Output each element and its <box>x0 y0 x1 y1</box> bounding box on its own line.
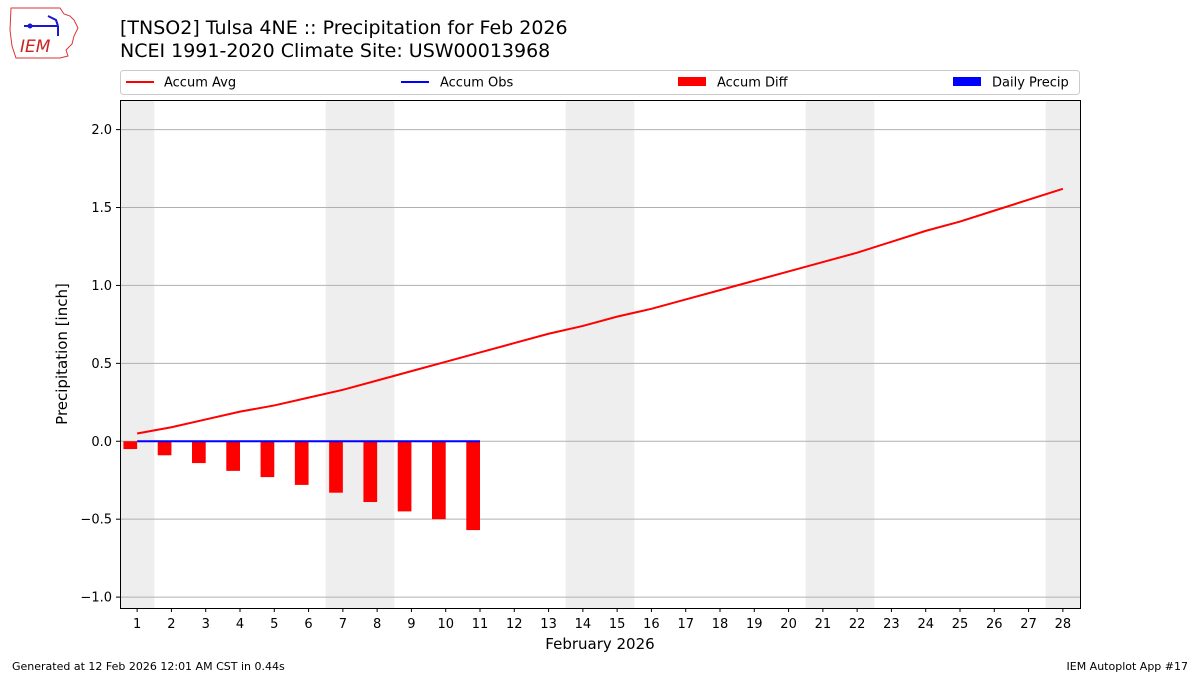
bar-accum-diff <box>466 441 480 531</box>
weekend-band <box>1045 100 1080 608</box>
x-tick-label: 2 <box>167 617 175 632</box>
x-tick-label: 15 <box>609 617 626 632</box>
x-tick-label: 9 <box>407 617 415 632</box>
bar-accum-diff <box>226 441 240 471</box>
x-tick-label: 26 <box>986 617 1003 632</box>
y-tick-label: 2.0 <box>91 123 112 138</box>
x-tick-label: 8 <box>373 617 381 632</box>
y-tick-label: 1.5 <box>91 201 112 216</box>
weekend-band <box>565 100 635 608</box>
legend-swatch-daily-precip <box>953 77 981 86</box>
bar-accum-diff <box>363 441 378 503</box>
x-tick-label: 25 <box>952 617 969 632</box>
y-axis-label: Precipitation [inch] <box>53 283 71 425</box>
y-tick-label: −0.5 <box>80 513 112 528</box>
bar-accum-diff <box>294 441 309 485</box>
x-tick-label: 28 <box>1055 617 1072 632</box>
y-tick-label: 0.0 <box>91 435 112 450</box>
x-tick-label: 21 <box>815 617 832 632</box>
x-tick-label: 5 <box>270 617 278 632</box>
legend-label-daily-precip: Daily Precip <box>992 76 1069 91</box>
iem-logo: IEM <box>9 7 79 59</box>
legend-label-accum-avg: Accum Avg <box>164 76 236 91</box>
x-tick-label: 20 <box>780 617 797 632</box>
x-tick-label: 24 <box>917 617 934 632</box>
x-tick-label: 27 <box>1020 617 1037 632</box>
legend: Accum Avg Accum Obs Accum Diff Daily Pre… <box>120 70 1080 95</box>
bar-accum-diff <box>260 441 275 478</box>
y-tick-label: −1.0 <box>80 591 112 606</box>
x-tick-label: 23 <box>883 617 900 632</box>
weekend-band <box>325 100 395 608</box>
x-tick-label: 3 <box>202 617 210 632</box>
x-tick-label: 13 <box>540 617 557 632</box>
weekend-band <box>805 100 875 608</box>
generated-note: Generated at 12 Feb 2026 12:01 AM CST in… <box>12 660 285 673</box>
logo-text: IEM <box>20 37 51 57</box>
x-tick-label: 1 <box>133 617 141 632</box>
chart-title: [TNSO2] Tulsa 4NE :: Precipitation for F… <box>120 17 568 39</box>
y-tick-label: 1.0 <box>91 279 112 294</box>
legend-label-accum-obs: Accum Obs <box>440 76 513 91</box>
x-tick-label: 22 <box>849 617 866 632</box>
x-tick-label: 7 <box>339 617 347 632</box>
x-tick-label: 4 <box>236 617 244 632</box>
line-accum-avg <box>136 187 1064 435</box>
app-note: IEM Autoplot App #17 <box>1066 660 1189 673</box>
bar-accum-diff <box>397 441 412 512</box>
x-tick-label: 11 <box>472 617 489 632</box>
weekend-band <box>120 100 155 608</box>
y-tick-label: 0.5 <box>91 357 112 372</box>
x-tick-label: 17 <box>677 617 694 632</box>
legend-label-accum-diff: Accum Diff <box>717 76 789 91</box>
chart-subtitle: NCEI 1991-2020 Climate Site: USW00013968 <box>120 40 551 62</box>
x-tick-label: 10 <box>437 617 454 632</box>
bar-accum-diff <box>329 441 343 493</box>
bar-accum-diff <box>157 441 172 456</box>
x-tick-label: 18 <box>712 617 729 632</box>
x-tick-label: 19 <box>746 617 763 632</box>
x-axis-label: February 2026 <box>545 635 654 653</box>
x-tick-label: 16 <box>643 617 660 632</box>
x-tick-label: 12 <box>506 617 523 632</box>
bar-accum-diff <box>432 441 446 520</box>
x-tick-label: 14 <box>575 617 592 632</box>
bar-accum-diff <box>123 441 138 450</box>
plot-frame <box>120 100 1081 609</box>
bar-accum-diff <box>192 441 206 464</box>
x-tick-label: 6 <box>304 617 312 632</box>
legend-swatch-accum-diff <box>678 77 706 86</box>
